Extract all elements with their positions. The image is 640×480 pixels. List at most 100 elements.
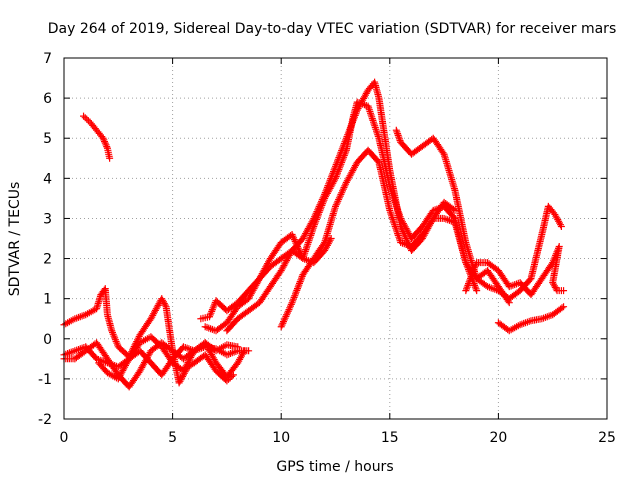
- data-point-run: [224, 316, 241, 333]
- data-point-run: [546, 204, 558, 217]
- y-tick-label: 0: [43, 332, 52, 348]
- y-tick-label: 2: [43, 252, 52, 268]
- data-point-run: [485, 260, 501, 273]
- data-point: [99, 134, 107, 142]
- data-point-run: [463, 260, 480, 293]
- plot-frame: [63, 57, 608, 420]
- data-point-run: [321, 164, 339, 197]
- data-point: [80, 112, 88, 120]
- data-point: [560, 303, 568, 311]
- data-point-run: [375, 96, 393, 172]
- y-tick-label: -1: [38, 372, 52, 388]
- data-point-run: [267, 268, 284, 289]
- data-point-run: [399, 239, 414, 250]
- data-point-run: [539, 260, 556, 281]
- data-point-run: [300, 256, 317, 277]
- y-axis-label: SDTVAR / TECUs: [7, 182, 23, 297]
- data-point-run: [371, 80, 382, 100]
- data-point-run: [235, 296, 251, 309]
- data-point-run: [257, 284, 273, 305]
- data-point-run: [180, 349, 197, 373]
- data-point-run: [100, 136, 111, 151]
- data-point-run: [214, 342, 229, 354]
- data-point-run: [322, 236, 334, 253]
- data-point-run: [81, 114, 92, 125]
- data-point-run: [311, 240, 328, 261]
- data-point: [106, 154, 114, 162]
- data-point-run: [267, 240, 284, 261]
- data-point-run: [225, 348, 240, 358]
- data-point-run: [105, 370, 120, 382]
- data-point-run: [84, 306, 99, 318]
- data-point-run: [96, 360, 110, 375]
- data-point-run: [420, 208, 436, 229]
- data-point-run: [409, 143, 425, 157]
- data-point-run: [115, 357, 132, 381]
- data-point-run: [332, 180, 350, 209]
- data-point: [557, 222, 565, 230]
- data-point-run: [441, 204, 458, 221]
- data-point: [240, 347, 248, 355]
- series-arc-9: [392, 126, 565, 303]
- data-point-run: [332, 136, 350, 168]
- data-point-run: [343, 160, 360, 185]
- data-point-run: [235, 288, 251, 305]
- data-point-run: [268, 256, 284, 269]
- data-point-run: [159, 344, 175, 365]
- data-point-run: [101, 287, 111, 317]
- data-point-run: [137, 316, 154, 337]
- data-point-run: [442, 215, 457, 226]
- data-point-run: [94, 128, 106, 141]
- data-point-run: [246, 276, 263, 301]
- data-point-run: [62, 348, 77, 358]
- data-point-run: [62, 316, 77, 328]
- data-point-run: [126, 340, 143, 361]
- series-arc-2: [60, 339, 237, 391]
- data-point-run: [289, 272, 306, 305]
- data-points: [60, 78, 568, 391]
- data-point-run: [278, 248, 295, 273]
- x-axis-label: GPS time / hours: [276, 459, 393, 475]
- data-point-run: [375, 160, 393, 213]
- tick-labels: 0 5 10 15 20 25 -2 -1 0 1 2 3 4 5 6 7: [38, 51, 616, 446]
- data-point-run: [332, 148, 350, 181]
- data-point: [288, 230, 296, 238]
- data-point-run: [162, 305, 176, 353]
- data-point-run: [73, 311, 88, 322]
- data-point-run: [126, 369, 143, 389]
- data-point-run: [552, 212, 564, 229]
- data-point-run: [235, 349, 247, 365]
- data-point-run: [398, 216, 415, 241]
- data-point-run: [409, 236, 425, 253]
- data-point-run: [441, 152, 458, 193]
- data-point-run: [256, 256, 273, 281]
- data-point-run: [550, 280, 560, 293]
- data-point-run: [518, 317, 533, 328]
- data-point-run: [278, 300, 295, 329]
- data-point-run: [409, 232, 425, 249]
- data-point-run: [442, 200, 457, 213]
- data-point-run: [485, 268, 501, 289]
- data-point: [332, 202, 339, 210]
- y-tick-label: 6: [43, 91, 52, 107]
- data-point-run: [159, 340, 175, 354]
- data-point-run: [246, 300, 262, 314]
- data-point-run: [528, 276, 545, 297]
- data-point-run: [496, 268, 512, 289]
- data-point-run: [224, 360, 241, 379]
- y-tick-label: 7: [43, 51, 52, 67]
- series-arc-7: [223, 78, 513, 335]
- data-point-run: [225, 300, 240, 314]
- data-point-run: [98, 286, 108, 297]
- data-point-run: [420, 216, 436, 237]
- data-point-run: [393, 128, 404, 144]
- y-tick-label: 3: [43, 211, 52, 227]
- data-point-run: [386, 208, 404, 245]
- data-point-run: [474, 276, 490, 289]
- data-point-run: [507, 288, 523, 301]
- data-point-run: [148, 296, 165, 321]
- data-point: [549, 279, 557, 287]
- data-point-run: [386, 168, 404, 229]
- data-point-run: [451, 220, 469, 265]
